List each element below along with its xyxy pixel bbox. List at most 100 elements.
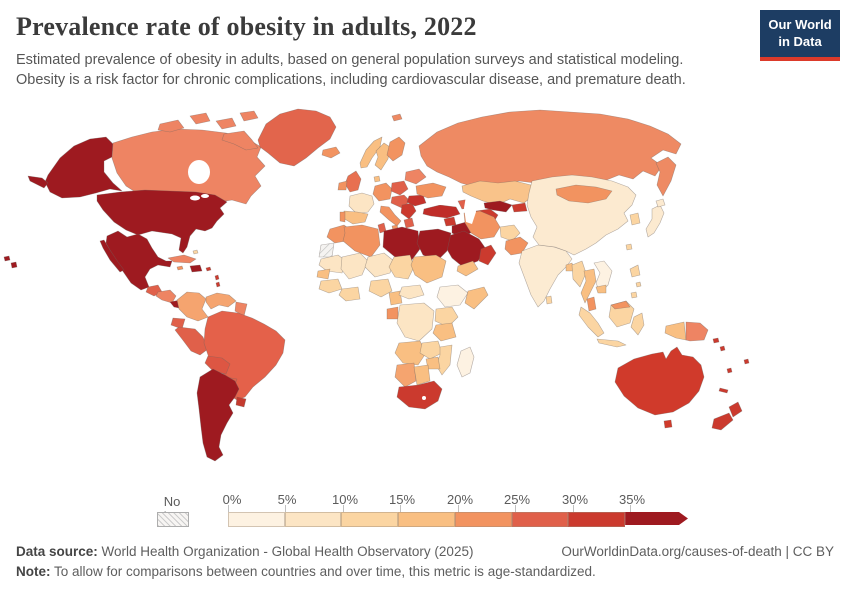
country-jamaica[interactable]	[176, 265, 184, 271]
country-usa-hawaii[interactable]	[10, 261, 18, 269]
country-finland[interactable]	[386, 136, 406, 162]
legend-bin-5-10[interactable]	[284, 512, 342, 527]
country-russia-kamchatka[interactable]	[655, 156, 677, 197]
country-yemen[interactable]	[456, 260, 479, 277]
country-sweden[interactable]	[374, 142, 391, 171]
country-italy[interactable]	[379, 205, 402, 227]
country-senegal[interactable]	[316, 268, 331, 280]
country-indonesia-sumatra[interactable]	[578, 306, 605, 338]
country-japan-hokkaido[interactable]	[655, 198, 666, 208]
country-sudan[interactable]	[410, 254, 447, 284]
country-somalia[interactable]	[464, 286, 489, 310]
country-canada-baffin[interactable]	[221, 130, 259, 151]
country-canada-arctic[interactable]	[157, 119, 185, 133]
country-australia-tasmania[interactable]	[663, 419, 673, 429]
owid-url-link[interactable]: OurWorldinData.org/causes-of-death | CC …	[561, 544, 834, 559]
country-ukraine[interactable]	[415, 182, 447, 199]
country-oman[interactable]	[478, 244, 497, 266]
country-zambia[interactable]	[419, 340, 443, 360]
country-afghanistan[interactable]	[499, 224, 521, 242]
country-pacific-islands[interactable]	[719, 345, 726, 352]
legend-bin-10-15[interactable]	[341, 512, 399, 527]
country-bolivia[interactable]	[204, 355, 231, 375]
country-myanmar[interactable]	[571, 260, 587, 288]
legend-bin-15-20[interactable]	[398, 512, 455, 527]
legend-bin-20-25[interactable]	[454, 512, 512, 527]
country-pacific-islands[interactable]	[726, 367, 733, 374]
country-australia[interactable]	[614, 346, 705, 416]
country-philippines[interactable]	[630, 291, 638, 299]
country-indonesia-java[interactable]	[596, 338, 627, 348]
country-uzbekistan[interactable]	[483, 200, 513, 213]
country-papua-new-guinea[interactable]	[685, 321, 709, 342]
country-ireland[interactable]	[337, 180, 348, 191]
country-malaysia[interactable]	[586, 296, 597, 312]
country-egypt[interactable]	[416, 228, 452, 262]
country-western-sahara[interactable]	[318, 242, 335, 258]
country-antilles[interactable]	[205, 266, 212, 272]
country-ghana[interactable]	[338, 286, 361, 302]
country-south-africa[interactable]	[396, 380, 443, 410]
country-mongolia[interactable]	[555, 184, 613, 204]
country-ethiopia[interactable]	[436, 284, 469, 308]
country-mexico-baja[interactable]	[99, 239, 125, 273]
country-nigeria[interactable]	[368, 278, 393, 298]
country-argentina-chile[interactable]	[196, 368, 240, 462]
country-iceland[interactable]	[321, 146, 341, 159]
country-mauritania[interactable]	[318, 254, 347, 274]
country-niger[interactable]	[364, 252, 395, 278]
owid-logo[interactable]: Our World in Data	[760, 10, 840, 61]
country-colombia[interactable]	[176, 291, 209, 322]
country-hispaniola[interactable]	[189, 264, 203, 273]
legend-bin-0-5[interactable]	[228, 512, 285, 527]
country-usa[interactable]	[96, 189, 228, 254]
legend-bin-25-30[interactable]	[511, 512, 569, 527]
country-gabon[interactable]	[386, 306, 399, 320]
country-indonesia-sulawesi[interactable]	[630, 312, 645, 336]
country-angola[interactable]	[394, 340, 427, 366]
country-korea[interactable]	[629, 212, 641, 226]
country-sri-lanka[interactable]	[545, 295, 553, 305]
country-greenland[interactable]	[257, 108, 337, 167]
country-peru[interactable]	[174, 326, 209, 356]
no-data-swatch[interactable]	[157, 512, 189, 527]
country-drc[interactable]	[396, 302, 435, 342]
country-thailand[interactable]	[580, 268, 597, 304]
country-algeria[interactable]	[342, 224, 381, 258]
country-uruguay[interactable]	[235, 396, 247, 408]
country-kyrgyzstan[interactable]	[511, 202, 528, 213]
country-pacific-islands[interactable]	[712, 337, 720, 344]
country-libya[interactable]	[382, 226, 421, 262]
country-cambodia[interactable]	[595, 284, 607, 294]
country-philippines[interactable]	[635, 281, 642, 288]
country-chad[interactable]	[388, 254, 415, 280]
country-taiwan[interactable]	[625, 243, 633, 251]
country-guinea[interactable]	[318, 278, 343, 294]
country-mexico[interactable]	[105, 230, 173, 291]
country-bahamas[interactable]	[192, 249, 199, 255]
country-new-zealand-north[interactable]	[728, 401, 743, 418]
legend-bin-30-35[interactable]	[568, 512, 626, 527]
country-central-african-republic[interactable]	[398, 284, 425, 300]
country-alaska[interactable]	[44, 136, 123, 199]
country-canada-arctic[interactable]	[239, 110, 259, 122]
country-venezuela[interactable]	[205, 292, 237, 310]
country-antilles[interactable]	[215, 281, 221, 288]
country-india[interactable]	[518, 244, 573, 308]
country-russia-svalbard[interactable]	[391, 113, 403, 122]
country-usa-hawaii[interactable]	[3, 255, 11, 262]
country-belarus-baltics[interactable]	[404, 168, 427, 185]
country-botswana[interactable]	[413, 364, 431, 386]
country-turkey[interactable]	[422, 204, 461, 219]
country-russia[interactable]	[418, 109, 682, 188]
country-denmark[interactable]	[373, 175, 381, 183]
country-canada-arctic[interactable]	[189, 112, 211, 125]
country-cuba[interactable]	[167, 254, 197, 264]
country-alaska-aleutians[interactable]	[27, 175, 49, 189]
country-germany[interactable]	[372, 182, 393, 202]
country-nicaragua[interactable]	[155, 289, 177, 304]
country-antilles[interactable]	[214, 274, 220, 281]
country-philippines[interactable]	[629, 264, 641, 278]
country-pacific-islands[interactable]	[743, 358, 750, 365]
country-poland[interactable]	[390, 180, 409, 196]
